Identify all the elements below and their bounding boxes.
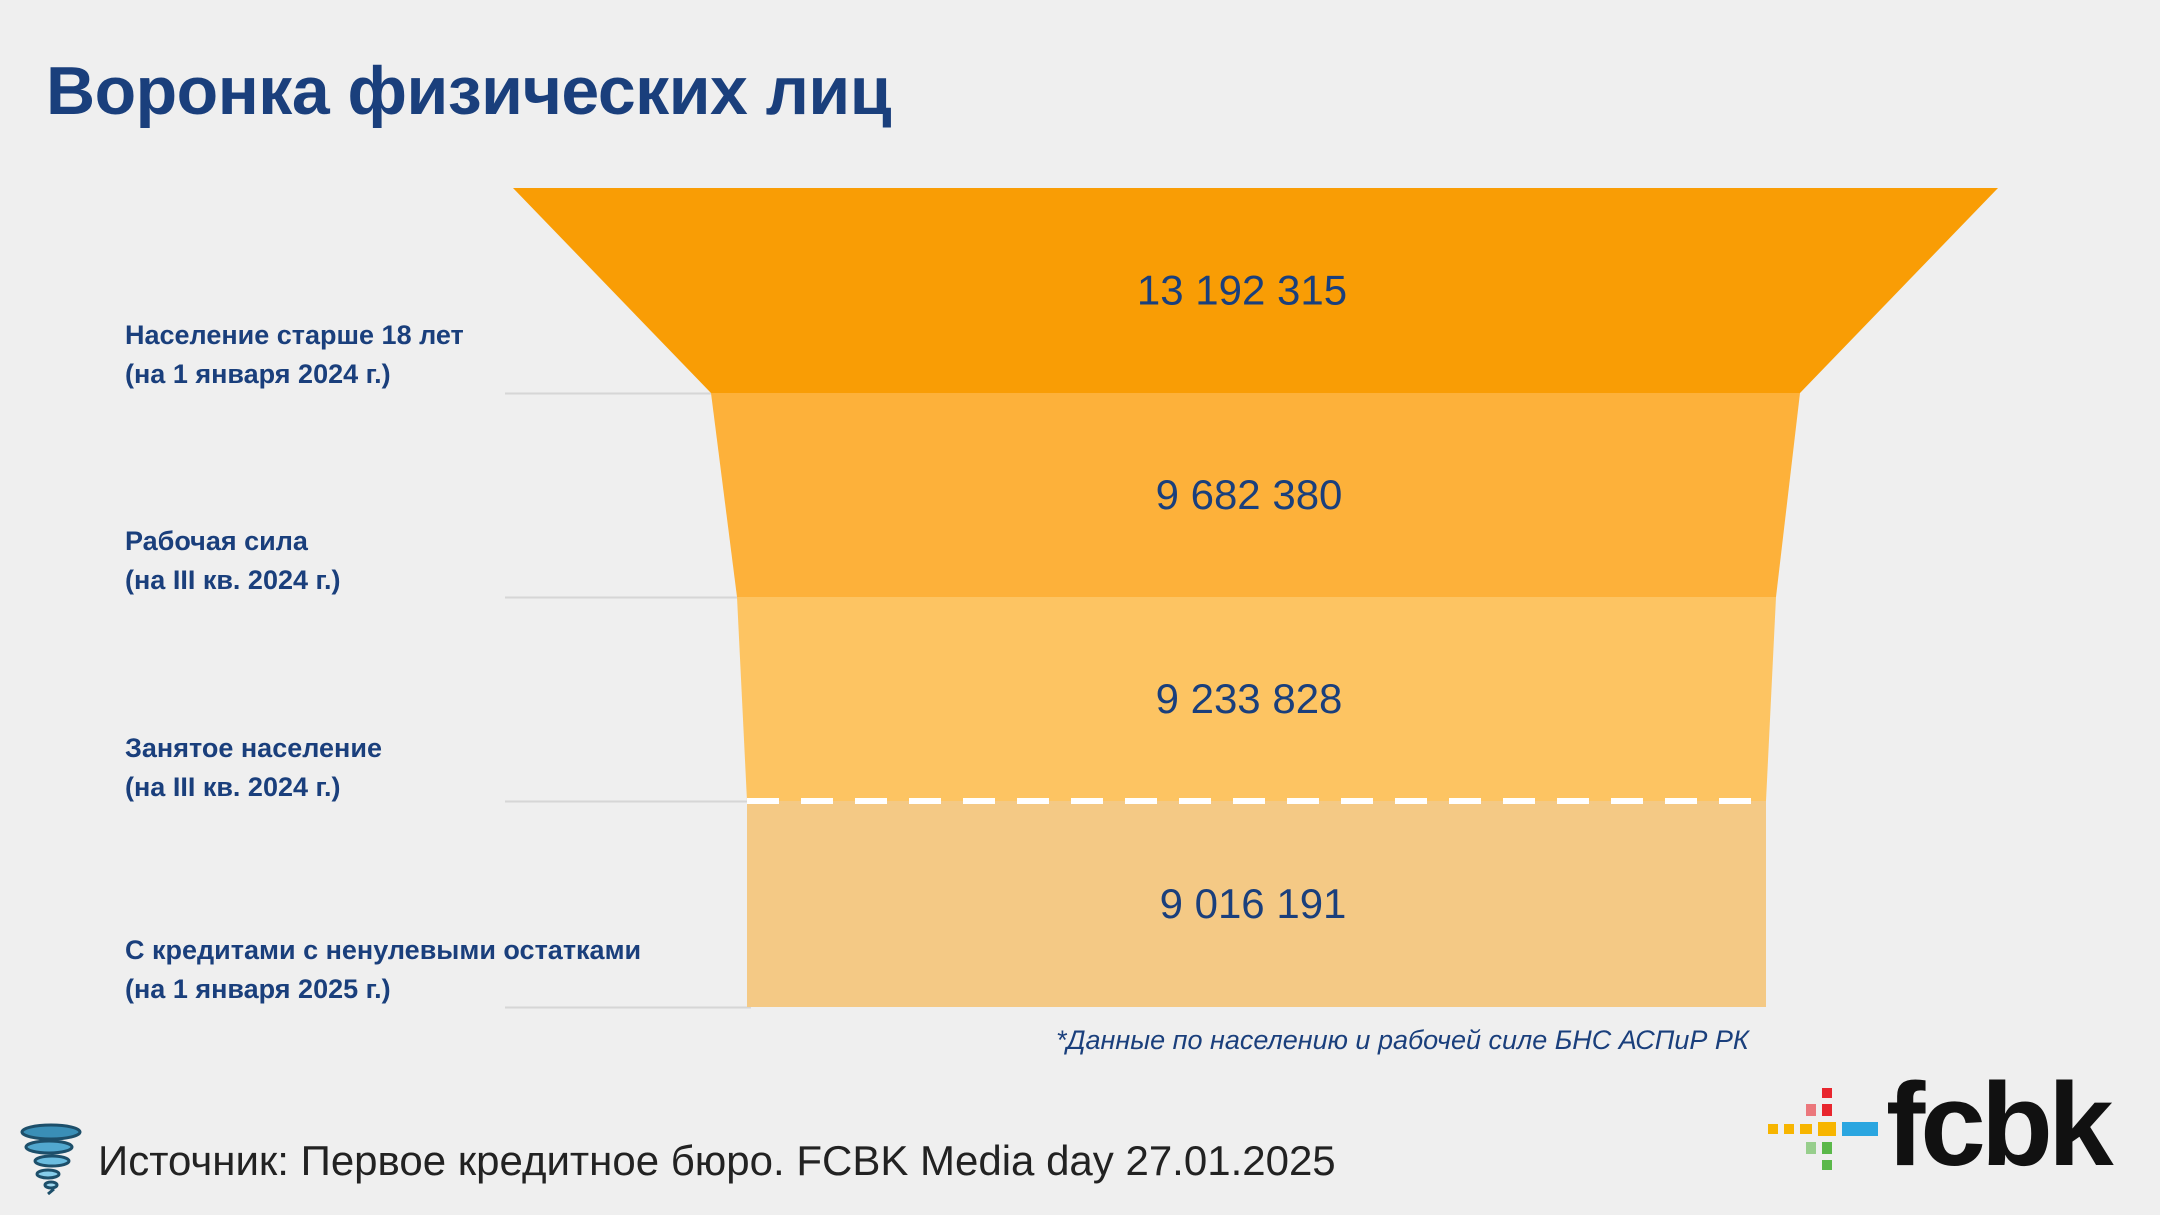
fcbk-logo-icon <box>1768 1088 1878 1170</box>
fcbk-logo-text: fcbk <box>1886 1059 2114 1191</box>
stage-label-employed: Занятое население (на III кв. 2024 г.) <box>125 729 685 807</box>
stage-label-line1: С кредитами с ненулевыми остатками <box>125 935 642 965</box>
source-caption: Источник: Первое кредитное бюро. FCBK Me… <box>98 1137 1336 1184</box>
funnel-stage-1 <box>513 188 1998 393</box>
funnel-value-label-3: 9 233 828 <box>1156 675 1343 722</box>
stage-label-line2: (на 1 января 2024 г.) <box>125 359 391 389</box>
data-source-footnote: *Данные по населению и рабочей силе БНС … <box>1056 1025 1749 1055</box>
stage-label-line1: Занятое население <box>125 733 382 763</box>
page-title: Воронка физических лиц <box>46 53 892 129</box>
fcbk-logo: fcbk <box>1768 1066 2124 1184</box>
stage-label-line1: Население старше 18 лет <box>125 320 464 350</box>
funnel-stage-3 <box>737 597 1776 801</box>
funnel-value-label-4: 9 016 191 <box>1160 880 1347 927</box>
funnel-stage-2 <box>711 393 1800 597</box>
stage-label-with-credits: С кредитами с ненулевыми остатками (на 1… <box>125 931 685 1009</box>
stage-label-line1: Рабочая сила <box>125 526 308 556</box>
funnel-value-label-1: 13 192 315 <box>1137 267 1347 314</box>
funnel-chart: 13 192 315 9 682 380 9 233 828 9 016 191 <box>505 188 1998 1009</box>
stage-label-population: Население старше 18 лет (на 1 января 202… <box>125 316 685 394</box>
stage-label-line2: (на 1 января 2025 г.) <box>125 974 391 1004</box>
stage-label-line2: (на III кв. 2024 г.) <box>125 772 341 802</box>
stage-label-line2: (на III кв. 2024 г.) <box>125 565 341 595</box>
tornado-icon <box>20 1123 82 1195</box>
funnel-value-label-2: 9 682 380 <box>1156 471 1343 518</box>
funnel-stage-4 <box>747 801 1766 1007</box>
stage-label-labor-force: Рабочая сила (на III кв. 2024 г.) <box>125 522 685 600</box>
